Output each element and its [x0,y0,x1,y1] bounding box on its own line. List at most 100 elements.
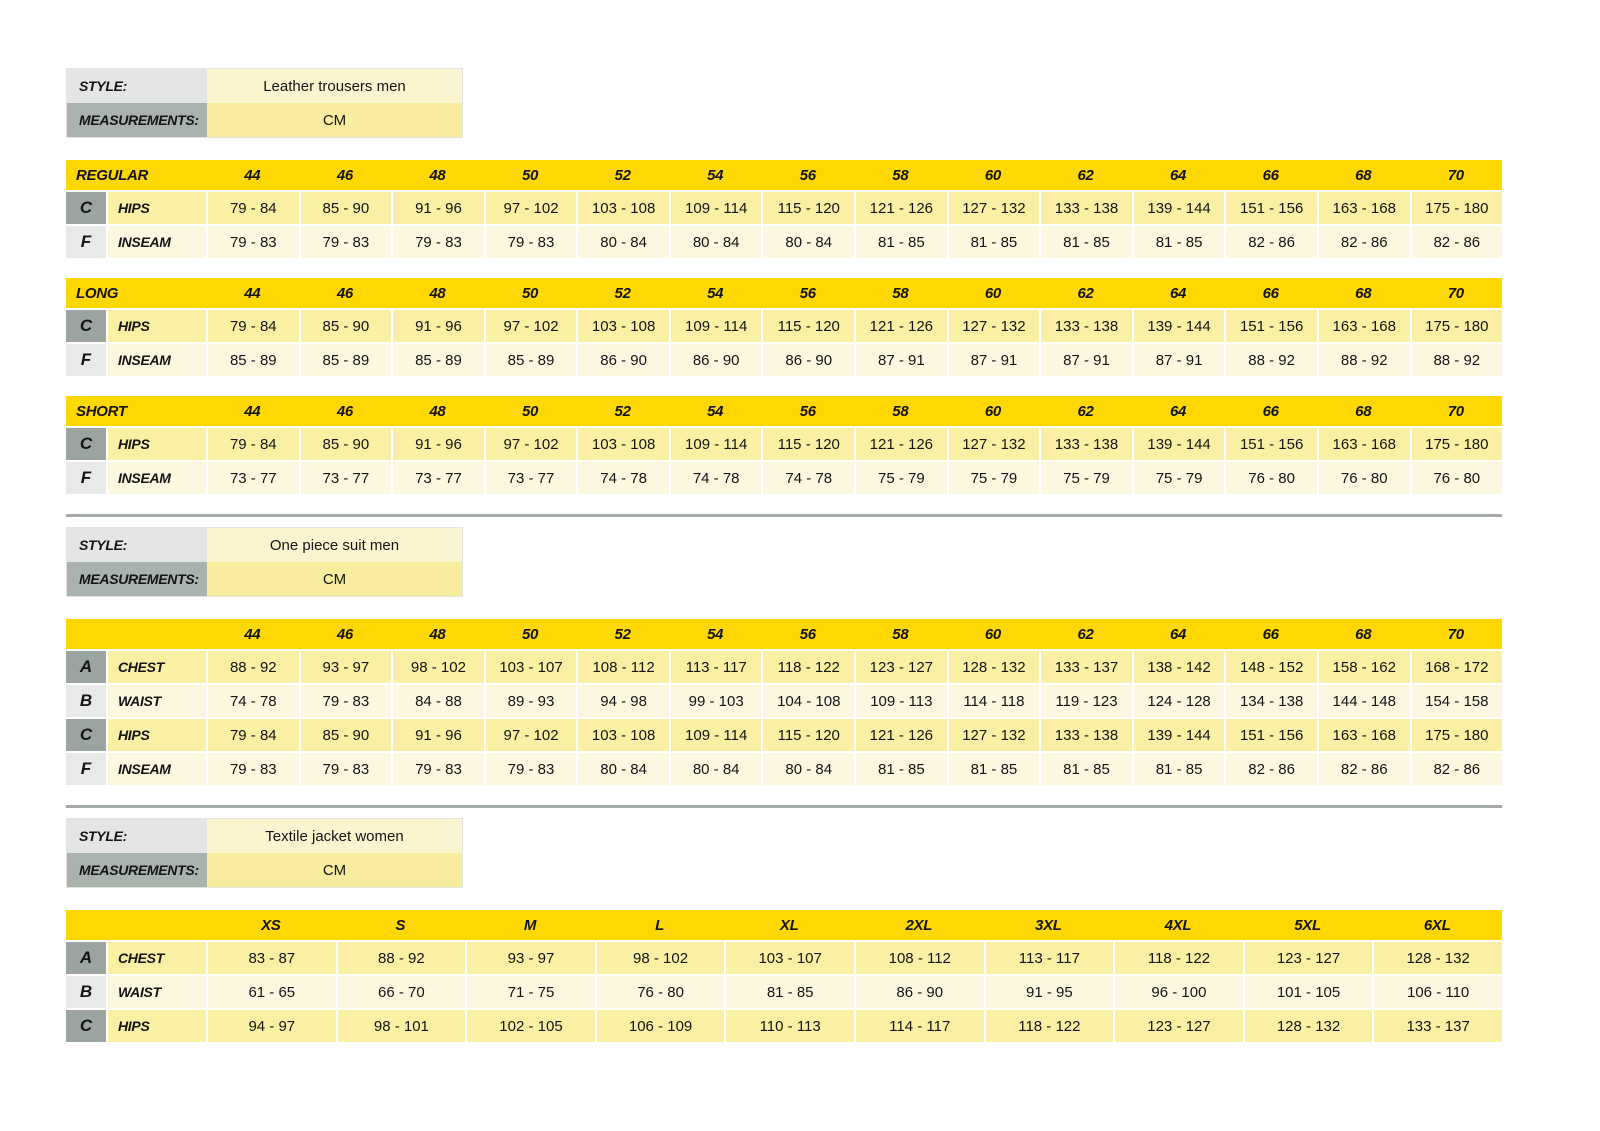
size-header-cell: 60 [984,625,1001,643]
size-cell: 123 - 127 [1113,1010,1243,1042]
size-cell: 79 - 83 [483,226,577,258]
size-cell: 163 - 168 [1316,192,1410,224]
size-cell: 75 - 79 [1039,462,1132,494]
size-cell: 76 - 80 [1224,462,1317,494]
size-cell: 79 - 83 [206,753,299,785]
size-cell: 104 - 108 [761,685,855,717]
size-cell: 163 - 168 [1316,310,1410,342]
size-header-cell: 52 [614,402,631,420]
size-cell: 74 - 78 [668,462,762,494]
size-header-cell: 62 [1077,284,1094,302]
size-cell: 85 - 90 [298,428,392,460]
size-cell: 118 - 122 [1113,942,1243,974]
size-cell: 81 - 85 [1039,226,1132,258]
style-label: STYLE: [67,528,207,562]
size-header-cell: 5XL [1294,916,1321,934]
style-label: STYLE: [67,69,207,103]
style-value: Leather trousers men [207,69,462,103]
size-header-cell: 44 [244,166,261,184]
table-title: SHORT [76,402,127,420]
size-cell: 79 - 83 [298,753,392,785]
size-header-cell: 66 [1262,284,1279,302]
size-cell: 121 - 126 [854,719,947,751]
size-header-cell: 46 [336,166,353,184]
size-cell: 85 - 89 [483,344,577,376]
size-cell: 82 - 86 [1409,226,1503,258]
size-cell: 115 - 120 [761,719,855,751]
size-cell: 119 - 123 [1039,685,1132,717]
size-header-cell: 50 [521,166,539,184]
size-cell: 85 - 89 [206,344,299,376]
size-table: SHORT 44 46 48 50 52 54 56 58 60 62 64 66 68 70 C HIPS 79… [66,396,1503,494]
table-row: C HIPS 79 - 84 85 - 90 91 - 96 97 - 102 103 - … [66,308,1503,342]
size-cell: 133 - 138 [1039,719,1132,751]
row-label: INSEAM [106,753,206,785]
size-cell: 114 - 117 [853,1010,984,1042]
size-cell: 103 - 108 [576,192,669,224]
size-table: 44 46 48 50 52 54 56 58 60 62 64 66 68 70 A CHEST 88 - 9… [66,619,1503,785]
size-cell: 118 - 122 [761,651,855,683]
size-cell: 79 - 84 [206,719,299,751]
size-header-cell: 52 [614,166,631,184]
row-letter: A [66,942,106,974]
size-header-cell: 54 [707,625,724,643]
size-header-cell: 6XL [1423,916,1451,934]
size-cell: 79 - 84 [206,310,299,342]
size-cell: 79 - 84 [206,192,299,224]
size-cell: 175 - 180 [1409,310,1503,342]
style-block: STYLE: Textile jacket women MEASUREMENTS: C… [66,818,463,888]
size-header-cell: 54 [707,402,724,420]
size-cell: 61 - 65 [206,976,336,1008]
size-cell: 91 - 95 [983,976,1114,1008]
size-cell: 103 - 108 [576,310,669,342]
size-cell: 115 - 120 [761,310,855,342]
size-cell: 71 - 75 [465,976,595,1008]
size-cell: 76 - 80 [1316,462,1410,494]
size-cell: 80 - 84 [576,226,669,258]
table-row: F INSEAM 73 - 77 73 - 77 73 - 77 73 - 77 74 - … [66,460,1503,494]
size-cell: 96 - 100 [1113,976,1243,1008]
size-cell: 82 - 86 [1316,226,1410,258]
size-cell: 85 - 90 [298,192,392,224]
size-cell: 175 - 180 [1409,428,1503,460]
table-title: REGULAR [76,166,149,184]
table-row: A CHEST 88 - 92 93 - 97 98 - 102 103 - 107 108… [66,649,1503,683]
size-header-cell: 60 [984,402,1001,420]
size-cell: 79 - 83 [391,226,484,258]
size-header-cell: 54 [707,166,724,184]
size-header-cell: 62 [1077,166,1094,184]
size-cell: 86 - 90 [668,344,762,376]
size-cell: 80 - 84 [668,753,762,785]
size-cell: 88 - 92 [1316,344,1410,376]
size-cell: 151 - 156 [1224,719,1317,751]
size-cell: 93 - 97 [298,651,392,683]
size-header-cell: 44 [244,402,261,420]
size-cell: 102 - 105 [465,1010,595,1042]
size-header-cell: 70 [1447,284,1464,302]
size-cell: 114 - 118 [946,685,1040,717]
size-header-cell: 48 [429,625,446,643]
size-header-cell: 58 [892,284,909,302]
size-cell: 109 - 114 [668,310,762,342]
size-header-cell: S [395,916,406,934]
size-cell: 128 - 132 [946,651,1040,683]
size-cell: 98 - 102 [391,651,484,683]
size-cell: 106 - 110 [1372,976,1502,1008]
table-row: C HIPS 94 - 97 98 - 101 102 - 105 106 - 109 11… [66,1008,1502,1042]
row-letter: C [66,310,106,342]
size-header-cell: M [523,916,537,934]
size-cell: 128 - 132 [1372,942,1502,974]
size-cell: 79 - 83 [483,753,577,785]
size-header-cell: 70 [1447,625,1464,643]
size-header-cell: 56 [799,284,816,302]
size-cell: 91 - 96 [391,310,484,342]
size-cell: 98 - 101 [335,1010,466,1042]
style-block: STYLE: One piece suit men MEASUREMENTS: CM [66,527,463,597]
size-cell: 82 - 86 [1224,753,1317,785]
size-cell: 80 - 84 [761,226,855,258]
size-cell: 97 - 102 [483,719,577,751]
table-row: A CHEST 83 - 87 88 - 92 93 - 97 98 - 102 103 -… [66,940,1502,974]
style-row: STYLE: One piece suit men [67,528,462,562]
size-cell: 134 - 138 [1224,685,1317,717]
size-cell: 86 - 90 [761,344,855,376]
